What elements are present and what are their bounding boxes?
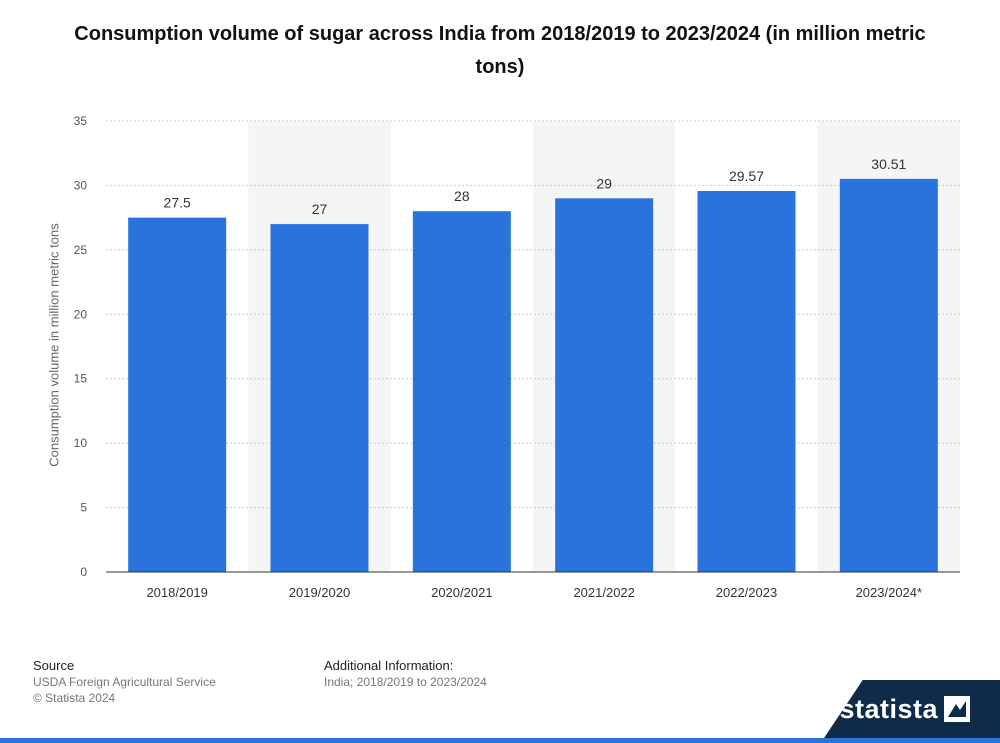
chart-title: Consumption volume of sugar across India… (74, 23, 926, 78)
statista-brand[interactable]: statista (824, 680, 1000, 738)
source-text[interactable]: USDA Foreign Agricultural Service (33, 675, 216, 689)
bar-chart: 0 5 10 15 20 25 30 35 27.5 27 28 29 29.57 30.51 2018… (74, 114, 960, 600)
x-tick-label: 2018/2019 (146, 585, 207, 600)
x-tick-label: 2021/2022 (573, 585, 634, 600)
x-tick-label: 2022/2023 (716, 585, 777, 600)
additional-info-text: India; 2018/2019 to 2023/2024 (324, 675, 487, 689)
data-label: 27 (312, 201, 328, 217)
y-tick-label: 15 (74, 372, 88, 386)
data-label: 28 (454, 188, 470, 204)
brand-name: statista (839, 693, 938, 724)
additional-info-block: Additional Information: India; 2018/2019… (324, 658, 487, 690)
bar-2022/2023 (697, 190, 796, 572)
bottom-accent-bar (0, 738, 1000, 743)
y-tick-label: 0 (80, 565, 87, 579)
bar-2018/2019 (128, 217, 227, 572)
data-label: 27.5 (164, 195, 191, 211)
y-tick-label: 5 (80, 501, 87, 515)
y-tick-label: 30 (74, 178, 88, 192)
data-label: 29.57 (729, 168, 764, 184)
y-tick-label: 25 (74, 243, 88, 257)
source-heading: Source (33, 658, 75, 673)
bar-2020/2021 (412, 211, 511, 572)
copyright-text: © Statista 2024 (33, 691, 116, 705)
data-label: 29 (596, 175, 612, 191)
y-tick-label: 20 (74, 307, 88, 321)
source-block: Source USDA Foreign Agricultural Service… (33, 658, 216, 706)
bar-2019/2020 (270, 224, 369, 573)
y-tick-label: 10 (74, 436, 88, 450)
x-tick-label: 2023/2024* (856, 585, 923, 600)
x-tick-label: 2019/2020 (289, 585, 350, 600)
y-tick-label: 35 (74, 114, 88, 128)
x-tick-label: 2020/2021 (431, 585, 492, 600)
additional-info-heading: Additional Information: (324, 658, 454, 673)
bar-2021/2022 (555, 198, 654, 573)
statista-logo-icon (944, 696, 970, 722)
data-label: 30.51 (871, 156, 906, 172)
bar-2023/2024* (839, 178, 938, 572)
